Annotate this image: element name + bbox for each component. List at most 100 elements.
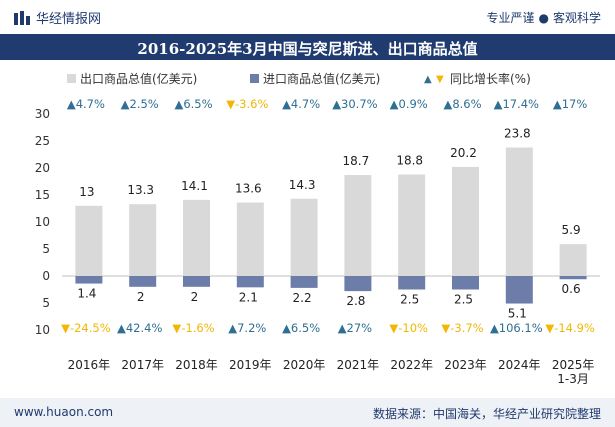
export-growth-label: ▲6.5% [174,97,212,111]
footer-source: 数据来源：中国海关，华经产业研究院整理 [372,407,601,421]
import-value-label: 1.4 [77,287,96,301]
x-category-label: 2023年 [444,358,487,372]
import-bar [559,276,587,280]
chart: 出口商品总值(亿美元) 进口商品总值(亿美元) ▲ ▼ 同比增长率(%) 30 2… [35,71,600,386]
export-growth-label: ▲17.4% [494,97,539,111]
bars [75,147,587,304]
export-value-label: 18.7 [343,154,370,168]
y-tick-label: 25 [35,134,50,148]
export-bar [75,205,103,276]
export-bar [236,202,264,276]
x-category-label: 2019年 [229,358,272,372]
export-growth-label: ▲8.6% [443,97,481,111]
import-value-label: 5.1 [508,307,527,321]
export-value-label: 18.8 [396,153,423,167]
import-growth-label: ▲106.1% [490,321,543,335]
export-value-label: 14.3 [289,178,316,192]
import-growth-label: ▲6.5% [282,321,320,335]
import-growth-label: ▼-1.6% [172,321,214,335]
export-bar [505,147,533,276]
x-category-label: 2025年 [552,358,595,372]
import-bar [505,276,533,304]
import-growth-label: ▼-24.5% [61,321,111,335]
export-bar [129,204,157,276]
import-bar [75,276,103,284]
y-tick-label: 15 [35,188,50,202]
x-category-label: 2021年 [337,358,380,372]
brand: 华经情报网 [14,8,101,27]
x-category-label: 2017年 [121,358,164,372]
export-growth-label: ▲17% [553,97,587,111]
footer-bar [0,398,615,427]
export-value-label: 20.2 [450,146,477,160]
export-value-label: 5.9 [562,223,581,237]
export-growth-label: ▲0.9% [390,97,428,111]
x-category-label: 2020年 [283,358,326,372]
legend-import-swatch [250,74,259,83]
y-tick-label: 10 [35,323,50,337]
y-tick-label: 20 [35,161,50,175]
export-bar [452,166,479,276]
brand-logo-icon [14,10,30,25]
export-bar [290,198,318,276]
import-bar [183,276,210,287]
y-tick-label: 30 [35,107,50,121]
export-value-label: 13 [79,185,94,199]
x-category-label: 2024年 [498,358,541,372]
import-value-label: 0.6 [562,282,581,296]
legend-down-icon: ▼ [436,74,444,85]
x-category-label: 2018年 [175,358,218,372]
export-bar [183,199,210,276]
legend: 出口商品总值(亿美元) 进口商品总值(亿美元) ▲ ▼ 同比增长率(%) [67,71,531,86]
export-value-label: 14.1 [181,179,208,193]
export-value-label: 13.3 [127,183,154,197]
legend-export-label: 出口商品总值(亿美元) [80,71,197,86]
footer-website: www.huaon.com [14,405,114,419]
import-growth-label: ▼-10% [389,321,428,335]
legend-export-swatch [67,74,76,83]
import-growth-label: ▼-14.9% [545,321,595,335]
import-growth-label: ▼-3.7% [441,321,483,335]
import-bar [129,276,157,287]
y-tick-label: 5 [42,296,50,310]
top-bar: 华经情报网 专业严谨 ● 客观科学 [0,0,615,34]
export-growth-label: ▲4.7% [67,97,105,111]
y-tick-label: 0 [42,269,50,283]
import-value-label: 2.2 [293,291,312,305]
brand-name: 华经情报网 [36,12,102,27]
title-bar [0,34,615,60]
import-value-label: 2 [137,290,145,304]
import-value-label: 2.5 [454,293,473,307]
import-value-label: 2.5 [400,293,419,307]
export-value-label: 13.6 [235,182,262,196]
import-growth-label: ▲7.2% [228,321,266,335]
y-tick-label: 10 [35,215,50,229]
chart-title: 2016-2025年3月中国与突尼斯进、出口商品总值 [137,40,478,58]
export-growth-label: ▲4.7% [282,97,320,111]
tagline-left: 专业严谨 [486,11,535,25]
export-bar [398,174,426,276]
data-labels: 131.4▲4.7%▼-24.5%2016年13.32▲2.5%▲42.4%20… [61,97,595,386]
import-value-label: 2.8 [346,294,365,308]
import-bar [452,276,479,290]
tagline-dot: ● [538,11,549,25]
x-category-label: 2022年 [390,358,433,372]
import-growth-label: ▲42.4% [117,321,162,335]
import-bar [344,276,372,292]
import-bar [236,276,264,288]
export-growth-label: ▲30.7% [332,97,377,111]
export-bar [559,244,587,276]
export-value-label: 23.8 [504,126,531,140]
import-bar [290,276,318,288]
export-growth-label: ▼-3.6% [226,97,268,111]
import-value-label: 2.1 [239,290,258,304]
import-growth-label: ▲27% [338,321,372,335]
y-tick-label: 5 [42,242,50,256]
import-bar [398,276,426,290]
import-value-label: 2 [191,290,199,304]
x-category-label: 2016年 [68,358,111,372]
legend-growth-label: 同比增长率(%) [450,71,531,86]
tagline-right: 客观科学 [552,11,601,25]
legend-import-label: 进口商品总值(亿美元) [263,71,380,86]
export-bar [344,175,372,276]
